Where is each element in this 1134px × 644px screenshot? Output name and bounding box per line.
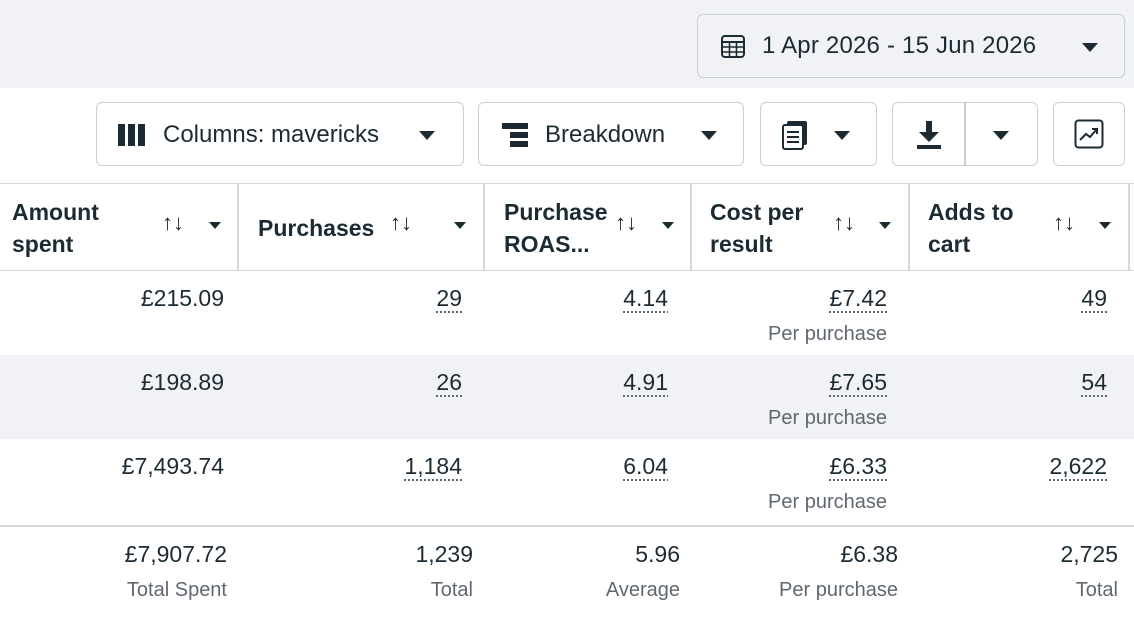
chart-button[interactable] bbox=[1053, 102, 1125, 166]
cost-per-result-sub: Per purchase bbox=[768, 323, 887, 345]
average-roas: 5.96 bbox=[635, 541, 680, 567]
cost-per-result-sub: Per purchase bbox=[768, 407, 887, 429]
chevron-down-icon bbox=[1082, 43, 1098, 52]
totals-divider bbox=[0, 525, 1134, 527]
top-bar: 1 Apr 2026 - 15 Jun 2026 bbox=[0, 0, 1134, 88]
chevron-down-icon[interactable] bbox=[993, 131, 1009, 140]
header-purchase-roas[interactable]: Purchase ROAS... bbox=[504, 196, 608, 282]
header-line: Cost per bbox=[710, 199, 804, 225]
adds-to-cart-value[interactable]: 54 bbox=[1081, 369, 1107, 395]
total-purchases-label: Total bbox=[430, 579, 473, 601]
export-divider bbox=[964, 103, 966, 165]
header-amount-spent[interactable]: Amount spent bbox=[12, 196, 238, 282]
amount-spent-value: £7,493.74 bbox=[121, 453, 224, 479]
date-range-label: 1 Apr 2026 - 15 Jun 2026 bbox=[762, 32, 1037, 59]
purchases-value[interactable]: 1,184 bbox=[404, 453, 462, 479]
total-purchases: 1,239 bbox=[415, 541, 473, 567]
chevron-down-icon[interactable] bbox=[209, 222, 221, 229]
totals-row: £7,907.72 Total Spent 1,239 Total 5.96 A… bbox=[0, 527, 1134, 627]
columns-label: Columns: mavericks bbox=[163, 121, 380, 148]
header-line: Purchase bbox=[504, 199, 608, 225]
calendar-icon bbox=[721, 35, 745, 58]
header-cost-per-result[interactable]: Cost per result bbox=[710, 196, 830, 282]
header-adds-to-cart[interactable]: Adds to cart bbox=[928, 196, 1038, 282]
divider bbox=[483, 184, 485, 270]
divider bbox=[237, 184, 239, 270]
chevron-down-icon bbox=[701, 131, 717, 140]
sort-icon[interactable]: ↑↓ bbox=[1053, 210, 1075, 235]
chevron-down-icon[interactable] bbox=[662, 222, 674, 229]
header-line: Amount bbox=[12, 199, 99, 225]
cost-per-result-value[interactable]: £6.33 bbox=[829, 453, 887, 479]
purchases-value[interactable]: 29 bbox=[436, 285, 462, 311]
chevron-down-icon[interactable] bbox=[454, 222, 466, 229]
total-amount-spent: £7,907.72 bbox=[124, 541, 227, 567]
header-line: result bbox=[710, 231, 773, 257]
chart-icon bbox=[1074, 119, 1104, 149]
divider bbox=[1128, 184, 1130, 270]
total-adds-to-cart: 2,725 bbox=[1060, 541, 1118, 567]
columns-icon bbox=[118, 124, 145, 146]
breakdown-label: Breakdown bbox=[545, 121, 666, 148]
total-amount-spent-label: Total Spent bbox=[126, 579, 227, 601]
cost-per-result-value[interactable]: £7.65 bbox=[829, 369, 887, 395]
chevron-down-icon[interactable] bbox=[879, 222, 891, 229]
sort-icon[interactable]: ↑↓ bbox=[390, 210, 412, 235]
sort-icon[interactable]: ↑↓ bbox=[615, 210, 637, 235]
roas-value[interactable]: 4.91 bbox=[623, 369, 668, 395]
roas-value[interactable]: 4.14 bbox=[623, 285, 668, 311]
table-row: £7,493.74 1,184 6.04 £6.33 Per purchase … bbox=[0, 439, 1134, 523]
total-adds-to-cart-label: Total bbox=[1075, 579, 1118, 601]
chevron-down-icon bbox=[834, 131, 850, 140]
chevron-down-icon[interactable] bbox=[1099, 222, 1111, 229]
header-line: spent bbox=[12, 231, 74, 257]
adds-to-cart-value[interactable]: 49 bbox=[1081, 285, 1107, 311]
amount-spent-value: £215.09 bbox=[140, 285, 224, 311]
breakdown-button[interactable]: Breakdown bbox=[478, 102, 744, 166]
amount-spent-value: £198.89 bbox=[140, 369, 224, 395]
columns-button[interactable]: Columns: mavericks bbox=[96, 102, 464, 166]
header-purchases[interactable]: Purchases bbox=[258, 212, 388, 298]
average-roas-label: Average bbox=[605, 579, 680, 601]
header-line: Purchases bbox=[258, 215, 375, 241]
download-icon bbox=[917, 121, 941, 149]
header-line: ROAS... bbox=[504, 231, 590, 257]
table-header: Amount spent ↑↓ Purchases ↑↓ Purchase RO… bbox=[0, 183, 1134, 271]
total-cost-per-result-label: Per purchase bbox=[779, 579, 898, 601]
divider bbox=[908, 184, 910, 270]
cost-per-result-value[interactable]: £7.42 bbox=[829, 285, 887, 311]
sort-icon[interactable]: ↑↓ bbox=[833, 210, 855, 235]
date-range-picker[interactable]: 1 Apr 2026 - 15 Jun 2026 bbox=[697, 14, 1125, 78]
cost-per-result-sub: Per purchase bbox=[768, 491, 887, 513]
divider bbox=[690, 184, 692, 270]
adds-to-cart-value[interactable]: 2,622 bbox=[1049, 453, 1107, 479]
table-row: £215.09 29 4.14 £7.42 Per purchase 49 bbox=[0, 271, 1134, 355]
reports-button[interactable] bbox=[760, 102, 877, 166]
chevron-down-icon bbox=[419, 131, 435, 140]
header-line: Adds to bbox=[928, 199, 1014, 225]
purchases-value[interactable]: 26 bbox=[436, 369, 462, 395]
export-button[interactable] bbox=[892, 102, 1038, 166]
sort-icon[interactable]: ↑↓ bbox=[162, 210, 184, 235]
total-cost-per-result: £6.38 bbox=[840, 541, 898, 567]
reports-icon bbox=[782, 121, 807, 150]
header-line: cart bbox=[928, 231, 971, 257]
breakdown-icon bbox=[502, 123, 528, 147]
table-row: £198.89 26 4.91 £7.65 Per purchase 54 bbox=[0, 355, 1134, 439]
roas-value[interactable]: 6.04 bbox=[623, 453, 668, 479]
